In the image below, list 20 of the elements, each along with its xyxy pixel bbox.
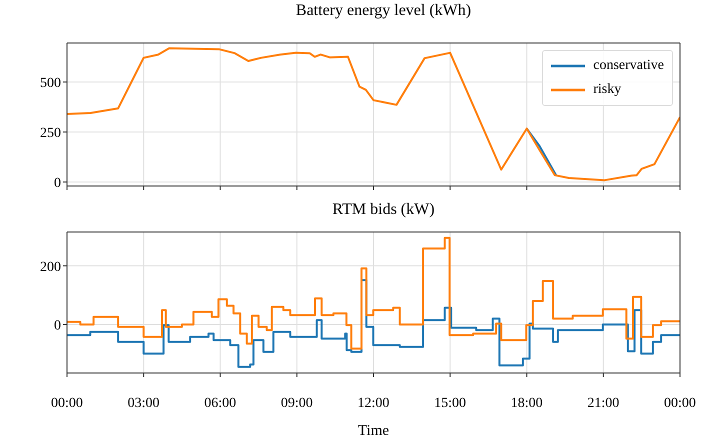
y-tick-label: 200: [40, 260, 61, 275]
x-tick-label: 00:00: [664, 396, 696, 411]
x-tick-label: 00:00: [51, 396, 83, 411]
x-tick-label: 21:00: [587, 396, 620, 411]
x-tick-label: 03:00: [128, 396, 160, 411]
x-tick-label: 09:00: [280, 396, 313, 411]
x-axis-title: Time: [358, 423, 390, 439]
x-tick-label: 18:00: [510, 396, 543, 411]
x-tick-label: 15:00: [434, 396, 466, 411]
x-tick-label: 12:00: [358, 396, 390, 411]
x-tick-label: 06:00: [204, 396, 236, 411]
y-tick-label: 500: [40, 76, 61, 91]
legend-label: conservative: [593, 58, 664, 74]
chart-title: RTM bids (kW): [331, 200, 436, 220]
legend-label: risky: [593, 82, 622, 98]
chart-title: Battery energy level (kWh): [294, 1, 472, 21]
y-tick-label: 0: [54, 176, 61, 191]
y-tick-label: 0: [54, 318, 61, 334]
line-series: [67, 47, 680, 182]
y-tick-label: 250: [40, 126, 61, 141]
